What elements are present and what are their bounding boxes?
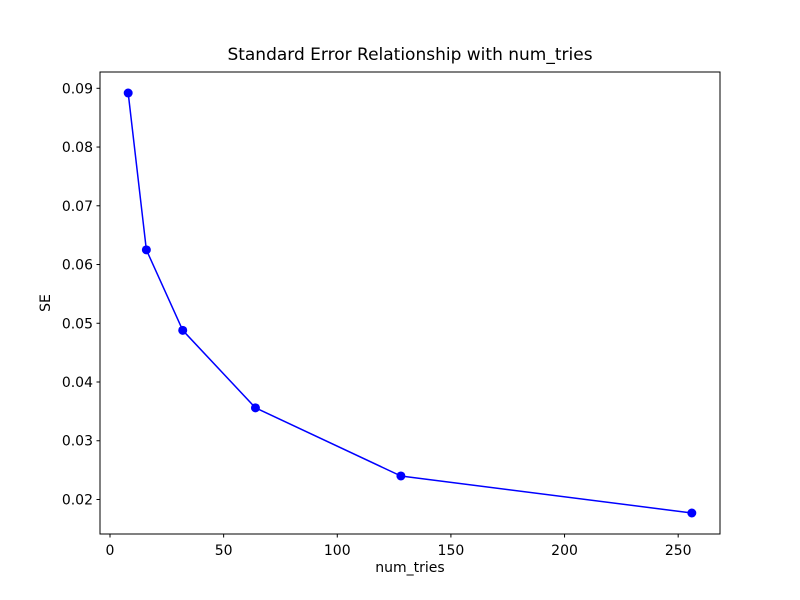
data-point-marker bbox=[123, 88, 133, 98]
y-tick-label: 0.03 bbox=[62, 434, 93, 450]
y-tick-label: 0.05 bbox=[62, 316, 93, 332]
x-tick-label: 250 bbox=[665, 543, 692, 559]
x-tick-label: 100 bbox=[324, 543, 351, 559]
data-point-marker bbox=[250, 403, 260, 413]
y-tick-label: 0.07 bbox=[62, 199, 93, 215]
y-tick-label: 0.04 bbox=[62, 375, 93, 391]
chart-title: Standard Error Relationship with num_tri… bbox=[227, 45, 593, 65]
y-tick-label: 0.08 bbox=[62, 140, 93, 156]
x-tick-label: 0 bbox=[106, 543, 115, 559]
data-point-marker bbox=[687, 508, 697, 518]
axes-spines bbox=[99, 71, 721, 535]
data-point-marker bbox=[396, 471, 406, 481]
y-tick-label: 0.06 bbox=[62, 258, 93, 274]
series-line bbox=[127, 92, 693, 514]
x-tick-label: 50 bbox=[215, 543, 233, 559]
data-point-marker bbox=[178, 325, 188, 335]
x-axis-label: num_tries bbox=[375, 560, 445, 576]
data-point-marker bbox=[141, 245, 151, 255]
x-tick-label: 200 bbox=[551, 543, 578, 559]
x-tick-label: 150 bbox=[438, 543, 465, 559]
y-axis-label: SE bbox=[38, 294, 54, 312]
y-tick-label: 0.02 bbox=[62, 492, 93, 508]
y-tick-label: 0.09 bbox=[62, 81, 93, 97]
